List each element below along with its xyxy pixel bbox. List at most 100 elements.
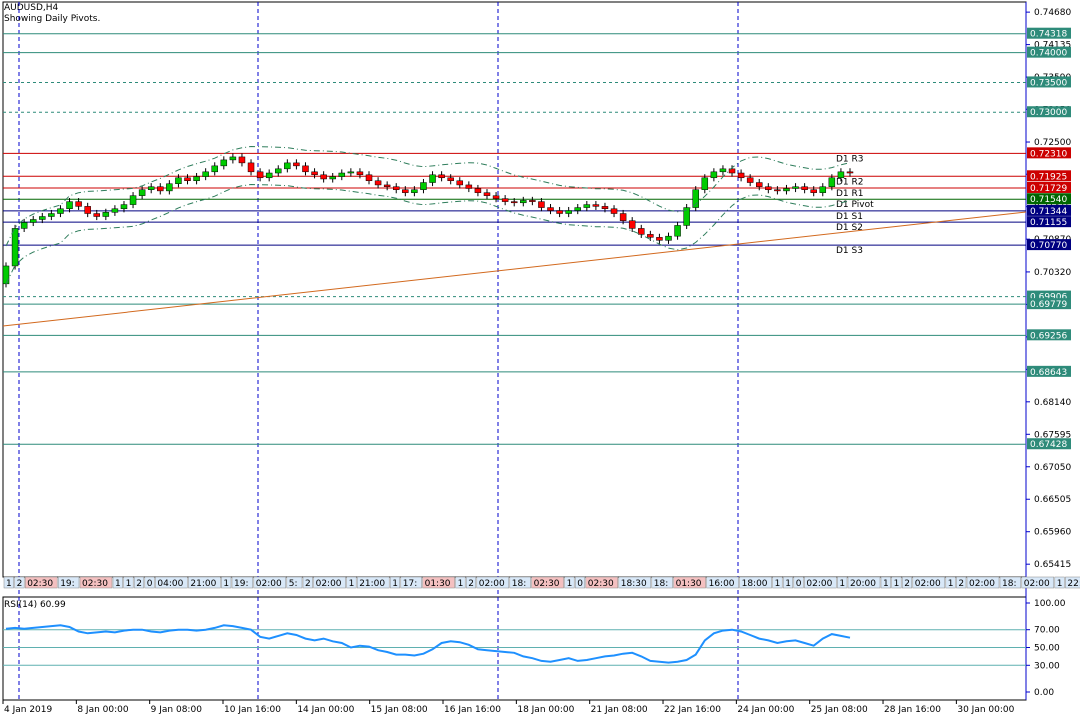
candle-body bbox=[701, 177, 709, 190]
time-marker-box bbox=[901, 576, 913, 589]
candle-body bbox=[746, 177, 754, 183]
time-marker-box bbox=[313, 576, 346, 589]
time-marker-box bbox=[945, 576, 956, 589]
price-tick-label: 0.65415 bbox=[1034, 560, 1071, 570]
time-marker-label: 2 bbox=[305, 579, 311, 589]
time-marker-box bbox=[286, 576, 303, 589]
price-level-box bbox=[1027, 290, 1071, 302]
time-marker-label: 1 bbox=[115, 579, 121, 589]
time-marker-label: 02:00 bbox=[915, 579, 941, 589]
time-marker-label: 1 bbox=[948, 579, 954, 589]
price-level-box bbox=[1027, 298, 1071, 310]
time-marker-label: 0 bbox=[796, 579, 802, 589]
time-marker-box bbox=[476, 576, 510, 589]
candle-body bbox=[837, 171, 845, 179]
candle-body bbox=[365, 174, 373, 182]
time-marker-box bbox=[1065, 576, 1080, 589]
time-marker-box bbox=[302, 576, 313, 589]
candle-body bbox=[29, 219, 37, 223]
time-marker-label: 18:00 bbox=[742, 579, 768, 589]
time-marker-box bbox=[956, 576, 967, 589]
trendline bbox=[2, 211, 1027, 327]
candle-body bbox=[293, 162, 300, 167]
time-marker-box bbox=[221, 576, 232, 589]
time-marker-label: 02:30 bbox=[82, 579, 108, 589]
time-marker-box bbox=[253, 576, 287, 589]
time-marker-box bbox=[112, 576, 123, 589]
price-level-label: 0.71155 bbox=[1030, 218, 1067, 228]
time-axis-label: 8 Jan 00:00 bbox=[77, 705, 129, 715]
candle-body bbox=[102, 212, 110, 217]
pivot-label: D1 S1 bbox=[836, 212, 863, 222]
candle-body bbox=[184, 177, 191, 182]
candle-body bbox=[202, 171, 209, 177]
candle-body bbox=[601, 206, 609, 210]
time-axis-label: 9 Jan 08:00 bbox=[151, 705, 203, 715]
chart-symbol: AUDUSD,H4 bbox=[4, 3, 59, 13]
time-marker-label: 18: bbox=[654, 579, 668, 589]
time-axis-label: 25 Jan 08:00 bbox=[811, 705, 868, 715]
time-marker-box bbox=[966, 576, 1000, 589]
time-marker-box bbox=[57, 576, 80, 589]
price-tick-label: 0.67595 bbox=[1034, 430, 1071, 440]
time-marker-label: 1 bbox=[785, 579, 791, 589]
price-level-label: 0.69779 bbox=[1030, 300, 1067, 310]
candle-body bbox=[483, 192, 491, 196]
candle-body bbox=[447, 177, 454, 182]
time-marker-box bbox=[356, 576, 390, 589]
time-marker-box bbox=[346, 576, 357, 589]
time-marker-box bbox=[531, 576, 564, 589]
candle-body bbox=[211, 165, 218, 173]
price-level-label: 0.71925 bbox=[1030, 172, 1067, 182]
candle-body bbox=[57, 208, 64, 214]
time-marker-box bbox=[133, 576, 145, 589]
price-level-label: 0.74318 bbox=[1030, 30, 1067, 40]
candle-body bbox=[265, 172, 273, 179]
time-marker-label: 2 bbox=[136, 579, 142, 589]
rsi-tick-label: 70.00 bbox=[1034, 626, 1060, 636]
candle-body bbox=[238, 156, 246, 164]
candle-body bbox=[819, 186, 827, 193]
candle-body bbox=[592, 204, 600, 207]
time-marker-label: 2 bbox=[17, 579, 23, 589]
candle-body bbox=[665, 235, 672, 241]
rsi-tick-label: 50.00 bbox=[1034, 644, 1060, 654]
time-marker-box bbox=[651, 576, 673, 589]
candle-body bbox=[683, 207, 690, 226]
time-marker-box bbox=[912, 576, 946, 589]
candle-body bbox=[175, 177, 182, 184]
candle-body bbox=[846, 171, 854, 174]
time-marker-label: 02:00 bbox=[316, 579, 342, 589]
main-chart-frame bbox=[2, 1, 1027, 578]
time-marker-label: 01:30 bbox=[425, 579, 451, 589]
time-axis-label: 30 Jan 00:00 bbox=[957, 705, 1014, 715]
price-level-label: 0.71540 bbox=[1030, 195, 1067, 205]
candle-body bbox=[20, 222, 28, 229]
candle-body bbox=[111, 208, 119, 213]
time-marker-label: 0 bbox=[147, 579, 153, 589]
rsi-panel-frame bbox=[2, 596, 1027, 701]
time-axis-label: 15 Jan 08:00 bbox=[371, 705, 428, 715]
candle-body bbox=[565, 210, 572, 214]
candle-body bbox=[610, 208, 618, 214]
time-marker-box bbox=[772, 576, 783, 589]
time-marker-box bbox=[389, 576, 401, 589]
time-marker-label: 21:00 bbox=[190, 579, 216, 589]
time-marker-box bbox=[465, 576, 477, 589]
price-tick-label: 0.74135 bbox=[1034, 41, 1071, 51]
time-marker-label: 18: bbox=[512, 579, 526, 589]
time-marker-label: 19: bbox=[60, 579, 74, 589]
time-marker-label: 02:30 bbox=[27, 579, 53, 589]
candle-body bbox=[147, 186, 155, 190]
candle-body bbox=[547, 207, 554, 211]
time-marker-box bbox=[706, 576, 739, 589]
time-marker-box bbox=[880, 576, 891, 589]
time-marker-label: 16:00 bbox=[709, 579, 735, 589]
time-marker-box bbox=[618, 576, 652, 589]
pivot-label: D1 R2 bbox=[836, 177, 864, 187]
time-marker-box bbox=[891, 576, 902, 589]
candle-body bbox=[638, 228, 645, 235]
rsi-label: RSI(14) 60.99 bbox=[4, 600, 66, 610]
candle-body bbox=[383, 184, 391, 187]
